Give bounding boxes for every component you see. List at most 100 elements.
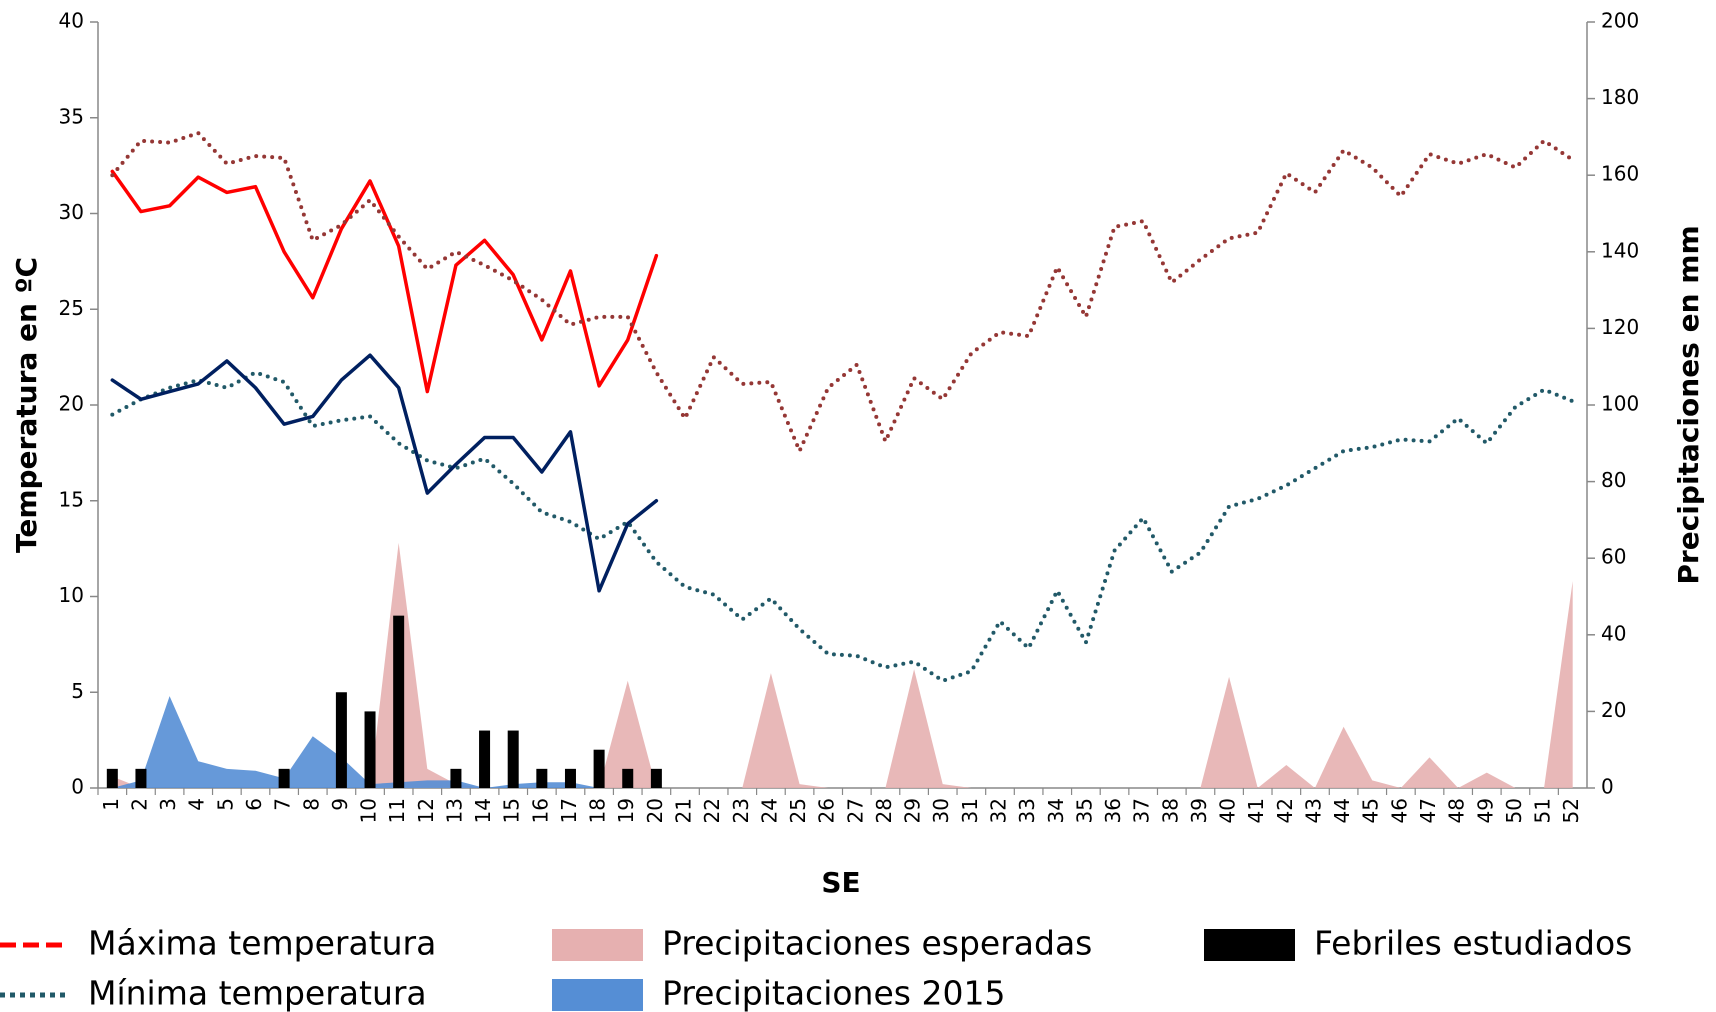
legend-label: Febriles estudiados xyxy=(1314,924,1632,963)
y2-tick-label: 80 xyxy=(1601,468,1626,492)
line xyxy=(110,370,1575,683)
x-tick-label: 25 xyxy=(786,798,810,823)
x-tick-label: 34 xyxy=(1044,798,1068,823)
legend-swatch xyxy=(1204,929,1295,961)
x-tick-label: 13 xyxy=(442,798,466,823)
x-tick-label: 10 xyxy=(357,798,381,823)
y-tick-label: 40 xyxy=(59,9,84,33)
bar xyxy=(106,768,118,788)
line xyxy=(110,353,659,593)
x-tick-label: 2 xyxy=(127,798,151,811)
x-tick-label: 26 xyxy=(815,798,839,823)
bar xyxy=(536,768,548,788)
y-axis-title: Temperatura en ºC xyxy=(10,257,43,553)
legend-swatch xyxy=(552,979,643,1011)
y2-tick-label: 120 xyxy=(1601,315,1639,339)
x-tick-label: 36 xyxy=(1101,798,1125,823)
y2-tick-label: 140 xyxy=(1601,238,1639,262)
x-axis-title: SE xyxy=(821,866,860,899)
x-tick-label: 20 xyxy=(643,798,667,823)
x-tick-label: 7 xyxy=(271,798,295,811)
y2-tick-label: 160 xyxy=(1601,162,1639,186)
x-tick-label: 50 xyxy=(1502,798,1526,823)
line xyxy=(110,169,659,394)
x-tick-label: 30 xyxy=(929,798,953,823)
x-tick-label: 6 xyxy=(242,798,266,811)
y2-tick-label: 60 xyxy=(1601,545,1626,569)
x-tick-label: 24 xyxy=(757,798,781,823)
x-tick-label: 44 xyxy=(1330,798,1354,823)
x-tick-label: 1 xyxy=(99,798,123,811)
x-tick-label: 51 xyxy=(1531,798,1555,823)
x-tick-label: 27 xyxy=(843,798,867,823)
x-tick-label: 45 xyxy=(1359,798,1383,823)
x-tick-label: 8 xyxy=(299,798,323,811)
bar xyxy=(135,768,147,788)
x-tick-label: 22 xyxy=(700,798,724,823)
x-tick-label: 47 xyxy=(1416,798,1440,823)
x-tick-label: 4 xyxy=(185,798,209,811)
line xyxy=(110,131,1575,453)
y-tick-label: 20 xyxy=(59,392,84,416)
x-tick-label: 11 xyxy=(385,798,409,823)
y-tick-label: 30 xyxy=(59,200,84,224)
y-tick-label: 5 xyxy=(71,679,84,703)
y2-tick-label: 20 xyxy=(1601,698,1626,722)
y-tick-label: 15 xyxy=(59,487,84,511)
x-tick-label: 32 xyxy=(986,798,1010,823)
x-tick-label: 19 xyxy=(614,798,638,823)
x-tick-label: 46 xyxy=(1387,798,1411,823)
legend-label: Precipitaciones esperadas xyxy=(662,924,1092,963)
bar xyxy=(278,768,290,788)
x-tick-label: 29 xyxy=(901,798,925,823)
x-tick-label: 39 xyxy=(1187,798,1211,823)
bar xyxy=(507,730,519,788)
y2-tick-label: 0 xyxy=(1601,775,1614,799)
area xyxy=(112,542,1573,788)
x-tick-label: 37 xyxy=(1130,798,1154,823)
y2-axis-title: Precipitaciones en mm xyxy=(1672,225,1705,584)
x-tick-label: 49 xyxy=(1473,798,1497,823)
x-tick-label: 15 xyxy=(500,798,524,823)
bar xyxy=(622,768,634,788)
bar xyxy=(393,615,405,788)
x-tick-label: 41 xyxy=(1244,798,1268,823)
legend-swatch xyxy=(552,929,643,961)
x-tick-label: 31 xyxy=(958,798,982,823)
x-tick-label: 52 xyxy=(1559,798,1583,823)
x-tick-label: 9 xyxy=(328,798,352,811)
x-tick-label: 28 xyxy=(872,798,896,823)
x-tick-label: 18 xyxy=(586,798,610,823)
x-tick-label: 33 xyxy=(1015,798,1039,823)
y2-tick-label: 100 xyxy=(1601,392,1639,416)
y-tick-label: 25 xyxy=(59,296,84,320)
legend-label: Máxima temperatura xyxy=(88,924,436,963)
x-tick-label: 43 xyxy=(1301,798,1325,823)
y-tick-label: 35 xyxy=(59,104,84,128)
x-tick-label: 5 xyxy=(213,798,237,811)
y2-tick-label: 200 xyxy=(1601,9,1639,33)
y-tick-label: 0 xyxy=(71,775,84,799)
x-tick-label: 38 xyxy=(1158,798,1182,823)
bar xyxy=(593,749,605,788)
x-tick-label: 42 xyxy=(1273,798,1297,823)
bar xyxy=(479,730,491,788)
x-tick-label: 12 xyxy=(414,798,438,823)
y-tick-label: 10 xyxy=(59,583,84,607)
x-tick-label: 48 xyxy=(1445,798,1469,823)
y2-tick-label: 40 xyxy=(1601,621,1626,645)
legend-label: Mínima temperatura xyxy=(88,974,427,1012)
x-tick-label: 23 xyxy=(729,798,753,823)
bar xyxy=(364,711,376,788)
x-tick-label: 14 xyxy=(471,798,495,823)
x-tick-label: 21 xyxy=(672,798,696,823)
x-tick-label: 16 xyxy=(528,798,552,823)
legend-label: Precipitaciones 2015 xyxy=(662,974,1005,1012)
bar xyxy=(564,768,576,788)
bar xyxy=(450,768,462,788)
x-tick-label: 17 xyxy=(557,798,581,823)
bar xyxy=(335,692,347,788)
x-tick-label: 3 xyxy=(156,798,180,811)
